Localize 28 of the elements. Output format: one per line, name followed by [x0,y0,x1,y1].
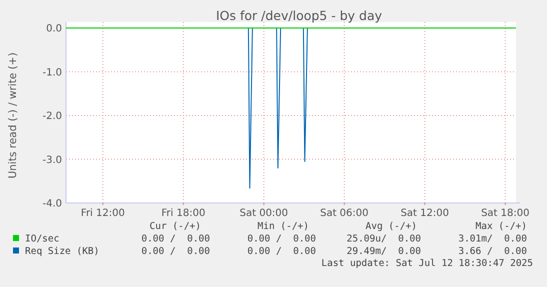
x-tick-label: Fri 12:00 [80,208,125,219]
text: 0.00 / 0.00 [141,234,210,244]
text: 3.66 / 0.00 [458,246,528,257]
legend-label: Req Size (KB) [25,246,100,257]
text: 25.09u/ 0.00 [346,234,422,244]
x-tick-label: Sat 18:00 [481,208,530,219]
text: Max (-/+) [476,221,527,232]
text: Cur (-/+) [150,221,201,232]
text: Min (-/+) [258,221,309,232]
y-tick-label: -4.0 [42,198,62,210]
x-tick-label: Sat 00:00 [240,208,288,219]
text: 29.49m/ 0.00 [346,246,422,257]
y-tick-label: -2.0 [42,111,62,122]
y-tick-label: -3.0 [42,154,62,166]
y-axis-title: Units read (-) / write (+) [7,52,19,179]
y-tick-label: 0.0 [46,24,62,34]
text: 0.00 / 0.00 [247,234,316,244]
text: 3.01m/ 0.00 [458,234,528,244]
text: Avg (-/+) [366,221,417,232]
chart-title: IOs for /dev/loop5 - by day [216,8,383,23]
text: Last update: Sat Jul 12 18:30:47 2025 [321,258,533,269]
legend-label: IO/sec [25,234,60,244]
x-tick-label: Fri 18:00 [161,208,206,219]
text: 0.00 / 0.00 [141,246,210,257]
text: 0.00 / 0.00 [247,246,316,257]
x-tick-label: Sat 06:00 [320,208,369,219]
y-tick-label: -1.0 [42,67,62,78]
x-tick-label: Sat 12:00 [400,208,449,219]
